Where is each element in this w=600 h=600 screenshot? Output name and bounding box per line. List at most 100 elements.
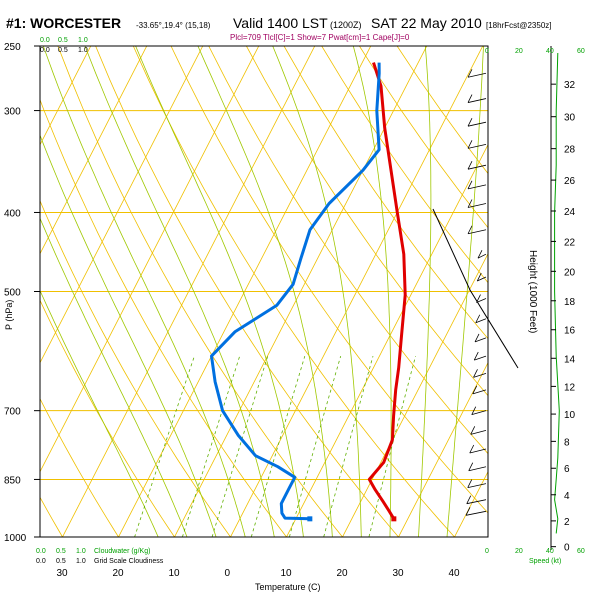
isotherm--60 [40, 46, 148, 255]
title-main: #1: WORCESTER [6, 15, 121, 31]
wind-barb-flag-600 [473, 351, 479, 361]
cw-2: 1.0 [76, 548, 86, 555]
moist-adiabat--5 [40, 217, 188, 537]
height-tick-32: 32 [564, 80, 576, 91]
wind-barb-330 [467, 143, 487, 149]
wind-barb-flag-860 [467, 479, 473, 488]
dry-adiabat--30 [40, 496, 63, 537]
x-tick-1: 20 [113, 568, 125, 579]
dry-adiabat-10 [40, 98, 288, 537]
wind-barb-flag-350 [467, 160, 473, 170]
height-tick-16: 16 [564, 326, 576, 337]
isotherm-30 [398, 361, 488, 537]
wind-barb-310 [467, 121, 487, 127]
speed-top-20: 20 [515, 48, 523, 55]
bottom-cloud-scale: 0.0 0.5 1.0 Cloudwater (g/Kg) 0.0 0.5 1.… [36, 548, 164, 565]
height-tick-4: 4 [564, 491, 570, 502]
dry-adiabat-30 [95, 46, 400, 537]
x-axis-label: Temperature (C) [255, 582, 321, 592]
wind-barb-630 [473, 372, 487, 378]
y-axis-label: P (hPa) [4, 300, 14, 330]
mixing-ratio-12 [323, 355, 374, 537]
wind-barb-flag-570 [474, 333, 480, 343]
title-utc: (1200Z) [330, 20, 362, 30]
boundary-line [432, 208, 519, 369]
wind-barb-510 [476, 298, 487, 303]
speed-bot-60: 60 [577, 548, 585, 555]
p-tick-500: 500 [4, 288, 21, 299]
dewpoint-profile [210, 62, 381, 521]
cw-label: Cloudwater (g/Kg) [94, 548, 150, 555]
speed-bot-20: 20 [515, 548, 523, 555]
height-tick-22: 22 [564, 237, 576, 248]
mixing-ratio-5 [250, 355, 306, 537]
dry-adiabat--20 [40, 397, 119, 537]
isotherm-10 [286, 143, 488, 537]
gs-1: 0.5 [56, 558, 66, 565]
wind-barb-900 [466, 499, 487, 505]
gs-2: 1.0 [76, 558, 86, 565]
isotherm-0 [230, 46, 484, 537]
dry-adiabat-60 [208, 46, 488, 455]
background-lines [40, 46, 488, 537]
wind-barb-flag-900 [466, 495, 472, 504]
title-forecast: [18hrFcst@2350z] [486, 21, 551, 30]
height-tick-8: 8 [564, 437, 570, 448]
wind-barb-370 [467, 184, 487, 190]
dry-adiabat-100 [359, 46, 488, 229]
height-tick-18: 18 [564, 297, 576, 308]
x-tick-6: 30 [393, 568, 405, 579]
x-tick-0: 30 [57, 568, 69, 579]
mixing-ratio-1 [134, 355, 195, 537]
dry-adiabat-40 [132, 46, 456, 537]
wind-barb-820 [468, 466, 487, 472]
mixing-ratio-8 [288, 355, 342, 537]
wind-barb-700 [471, 410, 487, 416]
x-tick-3: 0 [225, 568, 231, 579]
wind-barb-flag-630 [473, 369, 478, 378]
dry-adiabat-80 [283, 46, 488, 340]
cw-1: 0.5 [56, 548, 66, 555]
title-coords: -33.65°,19.4° (15,18) [136, 21, 211, 30]
wind-barb-flag-390 [467, 199, 473, 208]
wind-barb-flag-290 [467, 94, 473, 103]
speed-bot-40: 40 [546, 548, 554, 555]
p-tick-1000: 1000 [4, 533, 27, 544]
wind-barb-flag-450 [477, 250, 483, 259]
moist-adiabat-30 [352, 46, 392, 537]
wind-barb-270 [467, 72, 487, 78]
wind-barb-540 [475, 318, 487, 324]
cloud-top2-0: 0.0 [40, 47, 50, 54]
wind-barb-flag-930 [465, 507, 471, 516]
speed-top-40: 40 [546, 48, 554, 55]
cloud-top2-2: 1.0 [78, 47, 88, 54]
wind-speed-bottom-ticks: 0 20 40 60 Speed (kt) [485, 548, 585, 565]
wind-barb-350 [467, 164, 487, 170]
wind-barb-flag-420 [467, 225, 473, 234]
wind-barb-600 [474, 355, 487, 361]
wind-barb-flag-270 [467, 69, 473, 78]
moist-adiabat-15 [135, 46, 304, 537]
isotherm--40 [40, 46, 260, 473]
x-tick-5: 20 [337, 568, 349, 579]
wind-barb-780 [469, 448, 487, 454]
speed-bot-0: 0 [485, 548, 489, 555]
speed-top-0: 0 [485, 48, 489, 55]
wind-barb-flag-660 [472, 385, 478, 395]
height-tick-24: 24 [564, 207, 576, 218]
x-tick-2: 10 [169, 568, 181, 579]
wind-barb-290 [467, 98, 487, 103]
mixing-ratio-3 [211, 355, 269, 537]
wind-barb-570 [474, 337, 487, 343]
isotherm--70 [40, 46, 92, 146]
wind-barb-flag-780 [469, 444, 475, 454]
moist-adiabat--10 [40, 289, 159, 537]
moist-adiabat-5 [42, 46, 246, 537]
dewpoint-surface-marker [307, 516, 313, 522]
height-tick-0: 0 [564, 543, 570, 554]
cloud-top2-1: 0.5 [58, 47, 68, 54]
moist-adiabat-35 [418, 46, 432, 537]
dry-adiabat-50 [170, 46, 488, 514]
